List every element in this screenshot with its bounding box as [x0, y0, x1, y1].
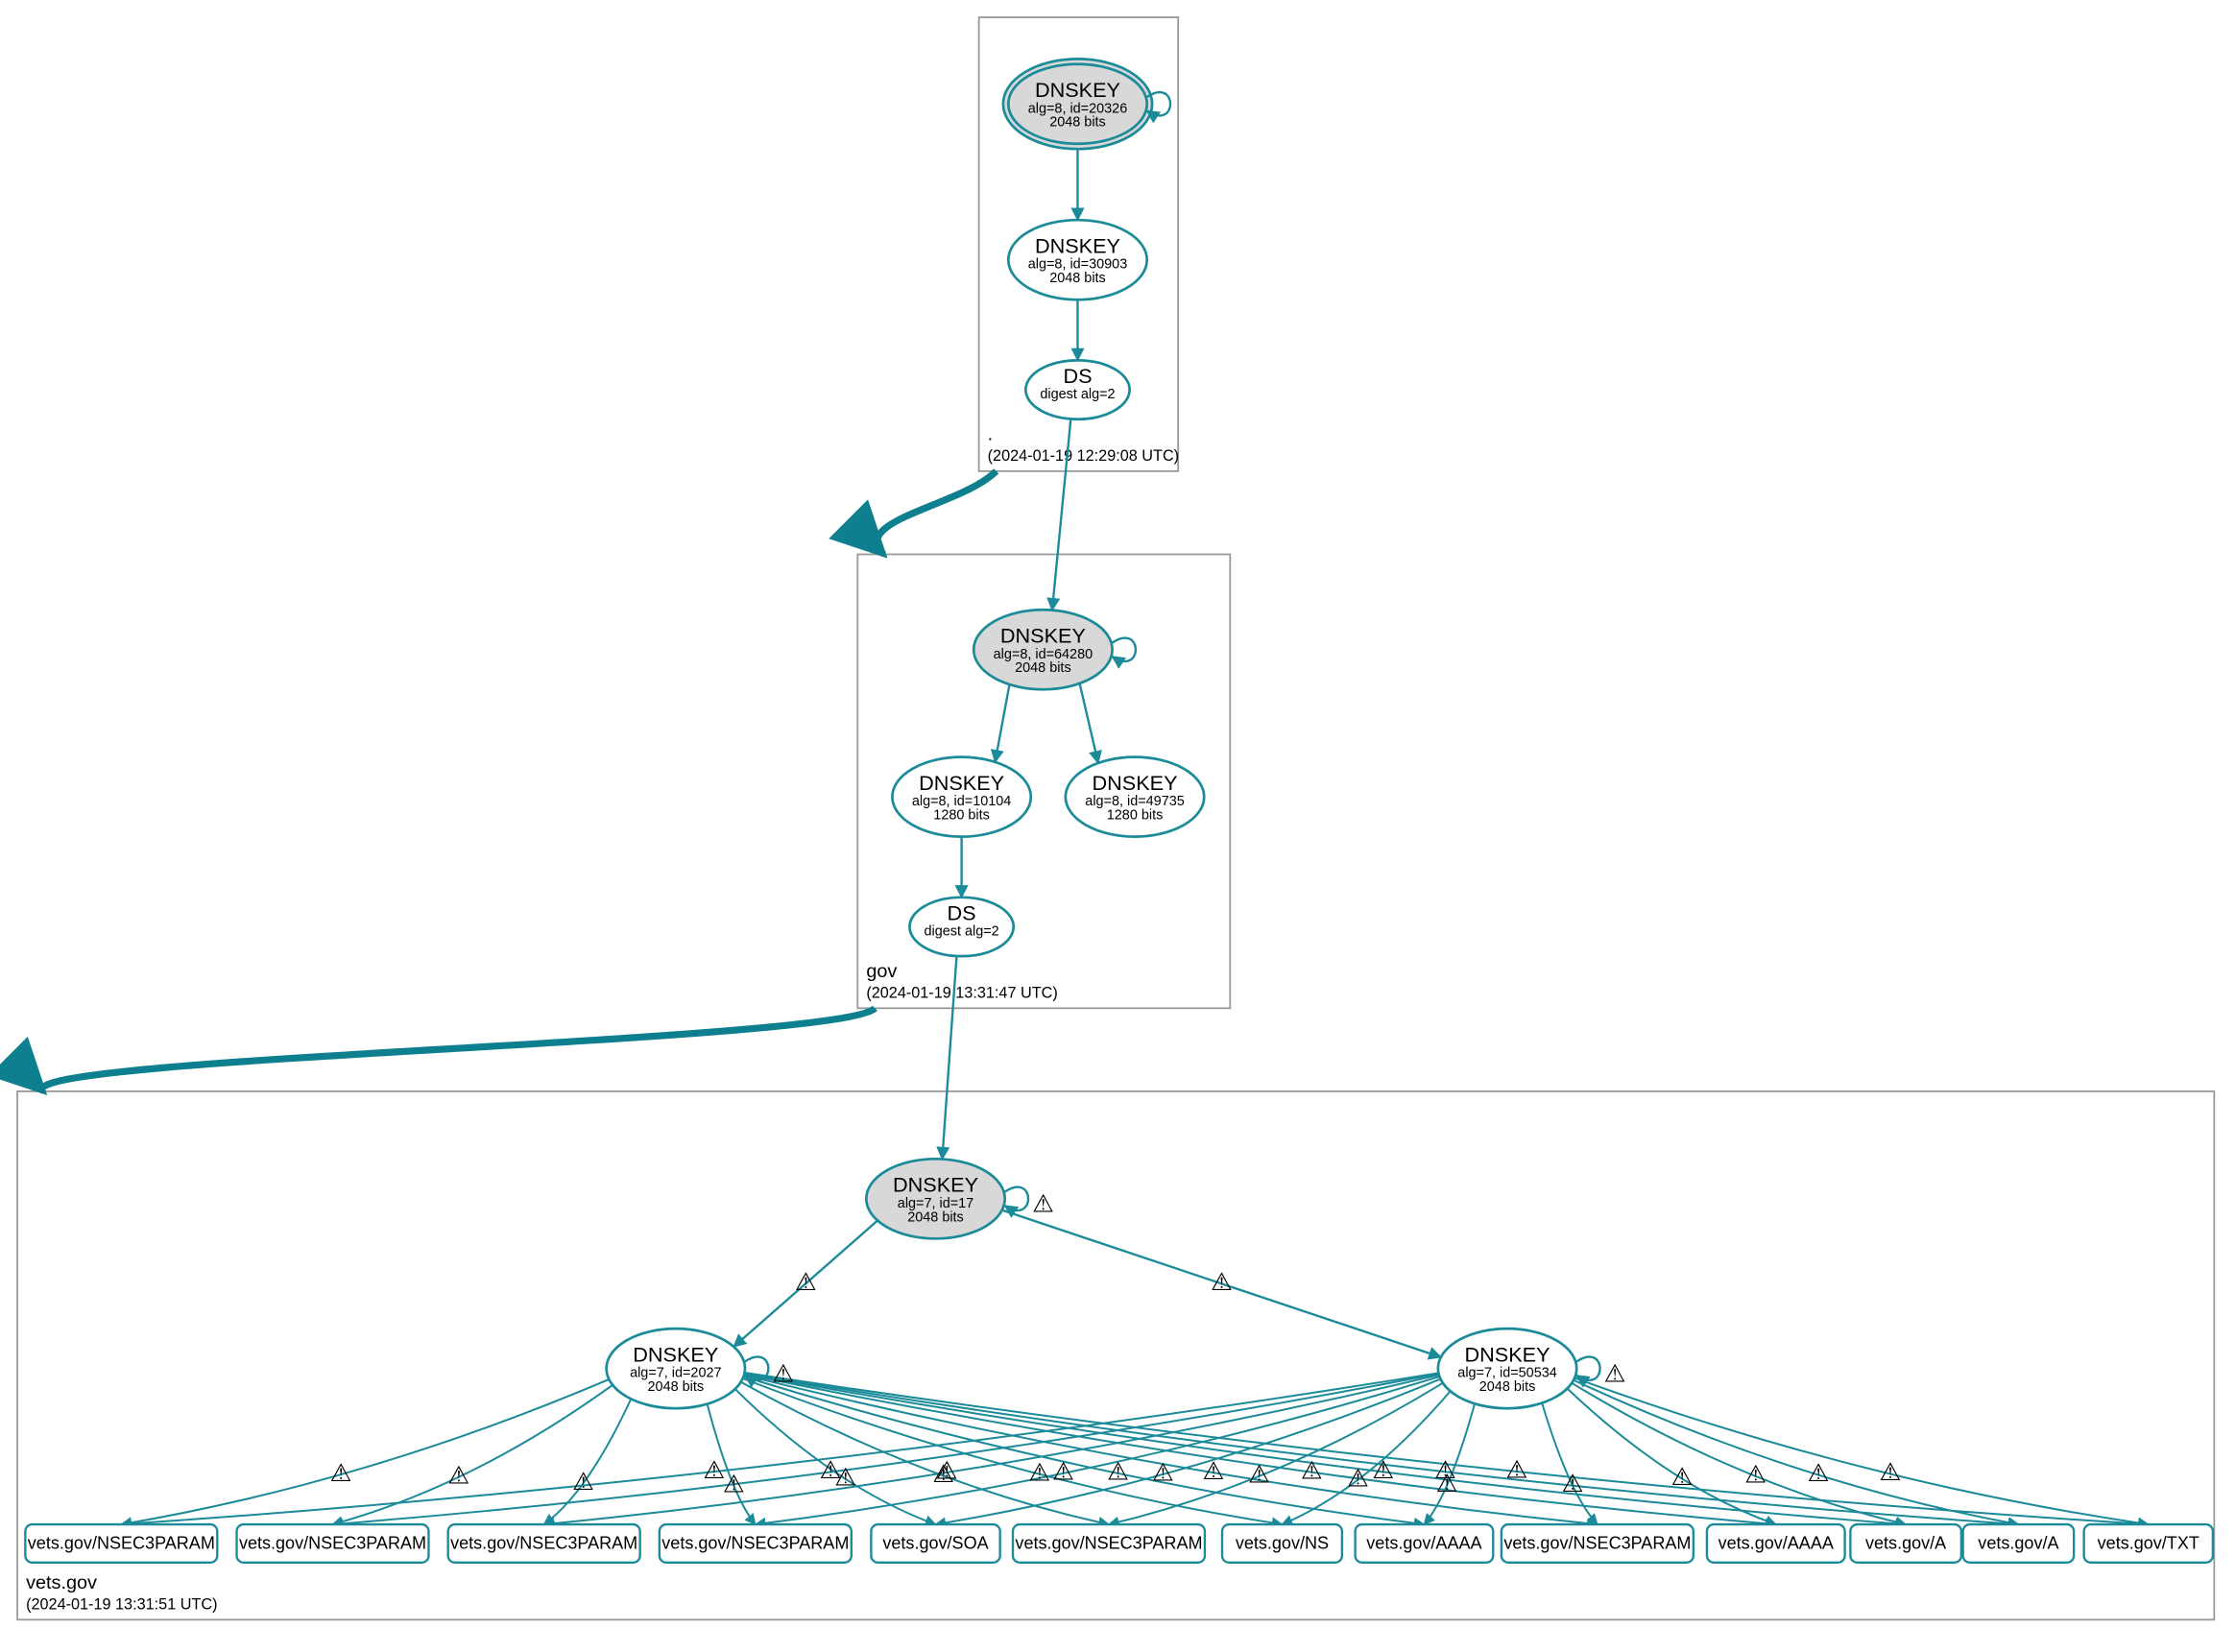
- zone-timestamp-vets: (2024-01-19 13:31:51 UTC): [26, 1596, 217, 1614]
- sig-edge-vets_zsk1-2: [544, 1399, 632, 1524]
- record-label-12: vets.gov/TXT: [2098, 1533, 2199, 1552]
- node-root_ksk-sub2: 2048 bits: [1049, 115, 1106, 131]
- zone-label-gov: gov: [866, 961, 897, 982]
- record-label-10: vets.gov/A: [1865, 1533, 1946, 1552]
- record-label-7: vets.gov/AAAA: [1366, 1533, 1481, 1552]
- record-label-8: vets.gov/NSEC3PARAM: [1503, 1533, 1691, 1552]
- node-gov_zsk1-title: DNSKEY: [919, 771, 1004, 795]
- warning-icon: ⚠: [1744, 1462, 1766, 1489]
- warning-icon: ⚠: [1203, 1458, 1225, 1485]
- record-label-1: vets.gov/NSEC3PARAM: [239, 1533, 426, 1552]
- node-root_zsk-sub2: 2048 bits: [1049, 271, 1106, 286]
- warning-icon: ⚠: [1880, 1459, 1902, 1486]
- warning-icon: ⚠: [1372, 1457, 1394, 1484]
- node-gov_ksk-selfloop: [1113, 638, 1136, 661]
- node-vets_zsk1-sub2: 2048 bits: [648, 1379, 705, 1395]
- dnssec-diagram: . (2024-01-19 12:29:08 UTC) gov (2024-01-19…: [0, 0, 2235, 1645]
- warning-icon: ⚠: [1028, 1459, 1050, 1486]
- zone-timestamp-root: (2024-01-19 12:29:08 UTC): [988, 447, 1179, 465]
- warning-icon: ⚠: [1434, 1457, 1456, 1484]
- node-gov_zsk2-title: DNSKEY: [1093, 771, 1178, 795]
- node-vets_ksk-title: DNSKEY: [893, 1173, 978, 1197]
- warning-icon: ⚠: [1152, 1460, 1174, 1487]
- node-gov_ksk-sub2: 2048 bits: [1015, 660, 1071, 676]
- edge-gov_ksk-gov_zsk2: [1080, 683, 1098, 763]
- warning-icon: ⚠: [1604, 1361, 1626, 1388]
- node-vets_ksk-sub2: 2048 bits: [907, 1209, 964, 1225]
- warning-icon: ⚠: [1052, 1459, 1074, 1486]
- node-root_ds-title: DS: [1063, 364, 1092, 388]
- warning-icon: ⚠: [834, 1464, 856, 1491]
- node-gov_ksk-title: DNSKEY: [1000, 624, 1086, 648]
- warning-icon: ⚠: [1301, 1457, 1323, 1484]
- node-gov_zsk2-sub2: 1280 bits: [1107, 808, 1164, 824]
- warning-icon: ⚠: [1808, 1460, 1830, 1487]
- sig-edge-vets_zsk2-0: [121, 1373, 1438, 1524]
- warning-icon: ⚠: [1671, 1464, 1694, 1491]
- edge-gov_ksk-gov_zsk1: [996, 684, 1010, 762]
- warning-icon: ⚠: [1211, 1269, 1233, 1296]
- zone-label-root: .: [988, 423, 994, 444]
- warning-icon: ⚠: [447, 1462, 469, 1489]
- warning-icon: ⚠: [1505, 1457, 1527, 1484]
- record-label-6: vets.gov/NS: [1236, 1533, 1329, 1552]
- record-label-5: vets.gov/NSEC3PARAM: [1015, 1533, 1202, 1552]
- node-root_ds-sub1: digest alg=2: [1040, 387, 1115, 402]
- warning-icon: ⚠: [772, 1361, 794, 1388]
- warning-icon: ⚠: [1562, 1471, 1584, 1497]
- zone-label-vets: vets.gov: [26, 1572, 97, 1593]
- zone-delegation-arrow: [42, 1008, 875, 1091]
- zone-timestamp-gov: (2024-01-19 13:31:47 UTC): [866, 984, 1057, 1001]
- record-label-0: vets.gov/NSEC3PARAM: [28, 1533, 215, 1552]
- node-root_zsk-title: DNSKEY: [1035, 233, 1120, 257]
- node-gov_zsk1-sub2: 1280 bits: [933, 808, 990, 824]
- sig-edge-vets_zsk1-0: [121, 1379, 609, 1524]
- node-vets_zsk2-title: DNSKEY: [1465, 1342, 1550, 1366]
- node-vets_zsk1-title: DNSKEY: [633, 1342, 718, 1366]
- warning-icon: ⚠: [330, 1460, 352, 1487]
- record-label-9: vets.gov/AAAA: [1718, 1533, 1834, 1552]
- node-gov_ds-title: DS: [948, 900, 976, 924]
- warning-icon: ⚠: [572, 1469, 594, 1496]
- warning-icon: ⚠: [932, 1461, 954, 1488]
- warning-icon: ⚠: [1347, 1465, 1369, 1492]
- warning-icon: ⚠: [1032, 1191, 1054, 1218]
- record-label-11: vets.gov/A: [1978, 1533, 2058, 1552]
- node-gov_ds-sub1: digest alg=2: [924, 924, 998, 940]
- warning-icon: ⚠: [723, 1471, 745, 1497]
- warning-icon: ⚠: [1248, 1462, 1270, 1489]
- record-label-3: vets.gov/NSEC3PARAM: [661, 1533, 849, 1552]
- sig-edge-vets_zsk1-1: [332, 1385, 613, 1524]
- node-vets_zsk2-selfloop: [1576, 1356, 1599, 1379]
- record-label-4: vets.gov/SOA: [882, 1533, 988, 1552]
- warning-icon: ⚠: [703, 1457, 725, 1484]
- node-vets_ksk-selfloop: [1005, 1187, 1028, 1210]
- zone-delegation-arrow: [877, 471, 997, 555]
- sig-edge-vets_zsk1-5: [741, 1382, 1109, 1524]
- record-label-2: vets.gov/NSEC3PARAM: [450, 1533, 637, 1552]
- warning-icon: ⚠: [1107, 1459, 1129, 1486]
- node-root_ksk-title: DNSKEY: [1035, 78, 1120, 102]
- node-vets_zsk2-sub2: 2048 bits: [1479, 1379, 1536, 1395]
- warning-icon: ⚠: [795, 1269, 817, 1296]
